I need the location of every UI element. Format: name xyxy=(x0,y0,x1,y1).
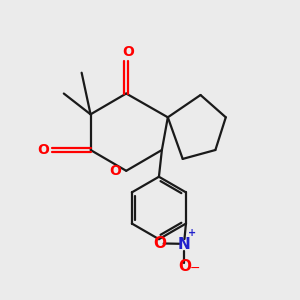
Text: N: N xyxy=(178,238,191,253)
Text: O: O xyxy=(109,164,121,178)
Text: O: O xyxy=(122,45,134,59)
Text: O: O xyxy=(178,259,191,274)
Text: +: + xyxy=(188,228,196,239)
Text: −: − xyxy=(190,262,200,275)
Text: O: O xyxy=(37,143,49,157)
Text: O: O xyxy=(154,236,166,251)
